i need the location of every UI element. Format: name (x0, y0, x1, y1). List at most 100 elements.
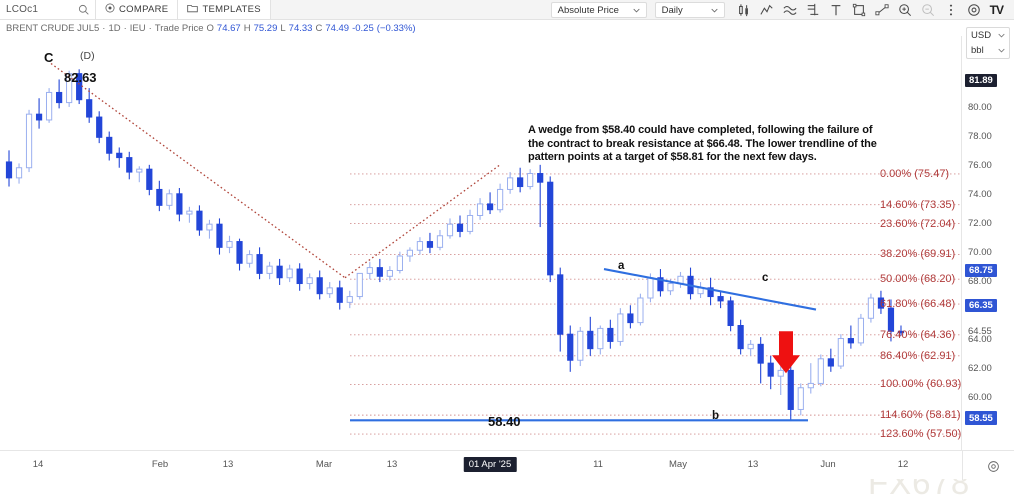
axis-divider (962, 451, 963, 480)
open-value: 74.67 (216, 22, 241, 34)
time-label-5: 01 Apr '25 (463, 457, 517, 472)
info-interval: 1D (108, 22, 121, 34)
fib-level-9: 114.60% (58.81) (880, 409, 961, 422)
more-icon[interactable] (944, 3, 958, 17)
price-badge-3: 64.55 (968, 326, 992, 338)
price-mode-select[interactable]: Absolute Price (550, 2, 647, 18)
settings-icon[interactable] (967, 3, 981, 17)
gear-icon[interactable] (987, 460, 1000, 473)
compare-button[interactable]: COMPARE (96, 0, 179, 19)
change-value: -0.25 (352, 22, 374, 34)
interval-select[interactable]: Daily (654, 2, 725, 18)
time-label-10: 12 (897, 459, 909, 470)
fib-level-10: 123.60% (57.50) (880, 428, 962, 441)
search-icon[interactable] (78, 4, 89, 15)
sep: · (148, 22, 152, 34)
price-tick-5: 72.00 (968, 218, 992, 230)
fib-level-0: 0.00% (75.47) (880, 167, 950, 180)
base-price-label: 58.40 (488, 414, 521, 429)
chart-area: C (D) 82.63 58.40 a b c A wedge from $58… (0, 27, 1014, 501)
chevron-down-icon (633, 8, 640, 12)
chevron-down-icon (998, 33, 1005, 38)
price-tick-9: 62.00 (968, 362, 992, 374)
wave-label-C: C (44, 50, 54, 65)
zoom-out-icon[interactable] (921, 3, 935, 17)
price-badge-2: 66.35 (965, 298, 997, 312)
wave-label-b: b (712, 410, 720, 422)
compare-label: COMPARE (119, 4, 169, 15)
price-badge-1: 68.75 (965, 264, 997, 278)
low-value: 74.33 (288, 22, 313, 34)
compare-icon (105, 3, 115, 16)
time-label-9: Jun (820, 459, 836, 470)
folder-icon (187, 3, 199, 16)
price-tick-4: 74.00 (968, 189, 992, 201)
time-label-4: 13 (386, 459, 398, 470)
currency-value: USD (971, 30, 992, 41)
top-toolbar: LCOc1 COMPARE TEMPLATES Absolute Price D… (0, 0, 1014, 20)
price-tick-10: 60.00 (968, 391, 992, 403)
close-label: C (315, 22, 323, 34)
close-value: 74.49 (325, 22, 350, 34)
toolbar-spacer (270, 0, 551, 19)
zoom-in-icon[interactable] (898, 3, 912, 17)
time-label-8: 13 (747, 459, 759, 470)
fib-level-7: 86.40% (62.91) (880, 349, 956, 362)
time-label-7: May (669, 459, 687, 470)
interval-badge: (D) (80, 50, 95, 62)
price-tick-8: 64.00 (968, 333, 992, 345)
text-icon[interactable] (829, 3, 843, 17)
sep: · (102, 22, 106, 34)
time-axis[interactable]: 14 Feb 13 Mar 13 01 Apr '25 11 May 13 Jun 12 (0, 450, 1014, 480)
price-tick-2: 78.00 (968, 131, 992, 143)
time-label-2: 13 (222, 459, 234, 470)
high-value: 75.29 (253, 22, 278, 34)
chart-annotation: A wedge from $58.40 could have completed… (528, 124, 877, 164)
fib-level-1: 14.60% (73.35) (880, 198, 956, 211)
time-label-0: 14 (32, 459, 44, 470)
price-tick-6: 70.00 (968, 247, 992, 259)
brand-logo: TV (989, 2, 1004, 17)
open-label: O (206, 22, 214, 34)
price-plot[interactable]: C (D) 82.63 58.40 a b c A wedge from $58… (0, 36, 962, 450)
fib-level-3: 38.20% (69.91) (880, 248, 956, 261)
symbol-search-box[interactable]: LCOc1 (0, 0, 96, 19)
price-tick-7: 68.00 (968, 276, 992, 288)
templates-label: TEMPLATES (202, 4, 261, 15)
chevron-down-icon (711, 8, 718, 12)
change-percent: (−0.33%) (376, 22, 416, 34)
price-field: Trade Price (154, 22, 204, 34)
candles-icon[interactable] (737, 3, 751, 17)
instrument-name: BRENT CRUDE JUL5 (6, 22, 100, 34)
price-badge-0: 81.89 (965, 74, 997, 88)
low-label: L (280, 22, 286, 34)
wave-label-c: c (762, 272, 769, 284)
currency-row[interactable]: USD (967, 28, 1009, 43)
exchange: IEU (129, 22, 146, 34)
crop-icon[interactable] (852, 3, 866, 17)
time-label-3: Mar (315, 459, 333, 470)
unit-row[interactable]: bbl (967, 43, 1009, 58)
unit-selector[interactable]: USD bbl (966, 27, 1010, 59)
compare-series-icon[interactable] (783, 3, 797, 17)
drawing-icon[interactable] (875, 3, 889, 17)
time-label-1: Feb (151, 459, 169, 470)
high-price-label: 82.63 (64, 70, 97, 85)
fib-level-5: 61.80% (66.48) (880, 298, 956, 311)
instrument-info-bar: BRENT CRUDE JUL5 · 1D · IEU · Trade Pric… (0, 20, 1014, 36)
symbol-label: LCOc1 (6, 4, 39, 15)
fib-level-8: 100.00% (60.93) (880, 378, 962, 391)
price-mode-value: Absolute Price (557, 4, 619, 16)
fib-level-4: 50.00% (68.20) (880, 273, 956, 286)
time-label-6: 11 (593, 459, 603, 470)
high-label: H (243, 22, 251, 34)
price-tick-1: 80.00 (968, 102, 992, 114)
fib-level-6: 76.40% (64.36) (880, 328, 956, 341)
fib-level-2: 23.60% (72.04) (880, 217, 956, 230)
chart-tools-group: TV (725, 0, 1014, 19)
interval-value: Daily (661, 4, 683, 16)
measure-icon[interactable] (806, 3, 820, 17)
price-axis[interactable]: USD bbl 84.0080.0078.0076.0074.0072.0070… (962, 27, 1014, 450)
templates-button[interactable]: TEMPLATES (178, 0, 271, 19)
indicators-icon[interactable] (760, 3, 774, 17)
